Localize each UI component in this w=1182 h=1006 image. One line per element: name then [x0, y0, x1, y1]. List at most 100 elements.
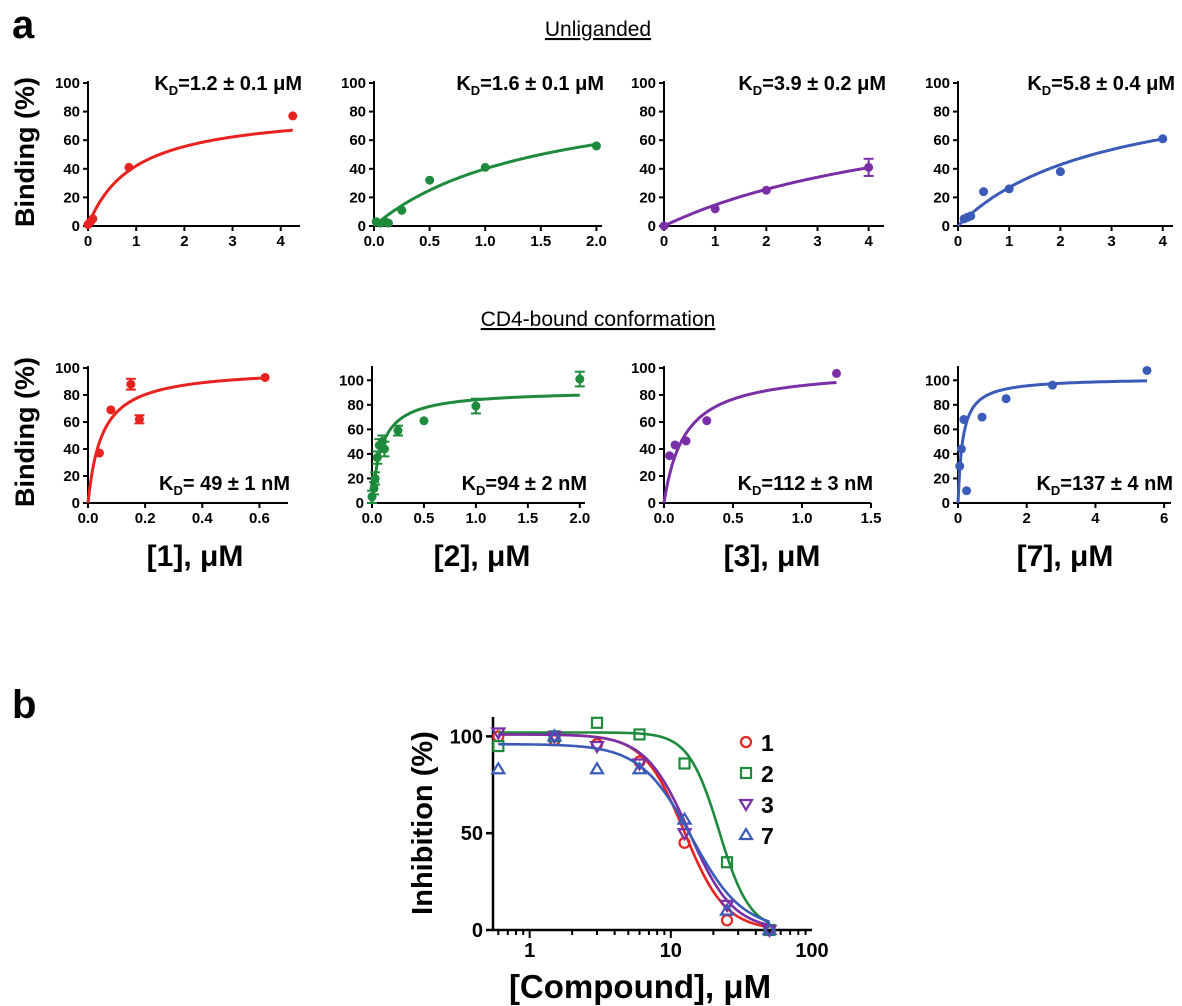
data-point — [397, 205, 407, 215]
y-tick-label: 60 — [347, 421, 364, 438]
x-tick-label: 0.0 — [362, 510, 383, 527]
kd-annotation: KD=112 ± 3 nM — [738, 473, 873, 498]
y-tick-label: 20 — [639, 189, 656, 206]
legend-marker-1 — [739, 735, 753, 749]
y-tick-label: 100 — [55, 75, 80, 92]
data-point — [370, 473, 380, 483]
inhibition-y-tick-label: 0 — [472, 920, 483, 942]
y-tick-label: 80 — [349, 104, 366, 121]
data-point — [955, 461, 965, 471]
inhibition-point-7 — [761, 921, 778, 936]
y-tick-label: 0 — [72, 495, 80, 512]
data-point — [1004, 184, 1014, 194]
inhibition-ylabel: Inhibition (%) — [407, 731, 439, 915]
fit-curve — [663, 166, 869, 228]
x-tick-label: 1.5 — [517, 510, 538, 527]
x-tick-label: 0 — [660, 233, 668, 250]
data-point — [670, 440, 680, 450]
data-point — [260, 372, 270, 382]
x-tick-label: 2 — [762, 233, 770, 250]
y-tick-label: 60 — [639, 414, 656, 431]
kd-annotation: KD=1.6 ± 0.1 μM — [456, 73, 604, 98]
x-tick-label: 0.5 — [419, 233, 440, 250]
y-tick-label: 0 — [648, 495, 656, 512]
data-point — [659, 221, 669, 231]
kd-value: =5.8 ± 0.4 μM — [1051, 73, 1175, 95]
kd-prefix: K — [1027, 73, 1042, 95]
x-tick-label: 6 — [1160, 510, 1168, 527]
y-tick-label: 80 — [933, 397, 950, 414]
legend-label-3: 3 — [761, 792, 774, 818]
kd-subscript: D — [471, 83, 480, 98]
x-tick-label: 4 — [1159, 233, 1168, 250]
y-tick-label: 0 — [358, 218, 366, 235]
row1-title: Unliganded — [545, 18, 651, 41]
kd-annotation: KD=3.9 ± 0.2 μM — [738, 73, 886, 98]
inhibition-point-2 — [678, 757, 691, 770]
data-point — [419, 416, 429, 426]
legend-label-2: 2 — [761, 761, 774, 787]
y-tick-label: 20 — [349, 189, 366, 206]
kd-annotation: KD=5.8 ± 0.4 μM — [1027, 73, 1175, 98]
y-tick-label: 80 — [63, 387, 80, 404]
x-tick-label: 2 — [180, 233, 188, 250]
inhibition-point-3 — [676, 828, 693, 842]
inhibition-y-tick-label: 50 — [461, 823, 483, 845]
legend-marker-3 — [738, 798, 754, 813]
inhibition-x-tick-label: 10 — [660, 940, 682, 962]
data-point — [956, 444, 966, 454]
y-tick-label: 60 — [63, 132, 80, 149]
x-tick-label: 1.0 — [475, 233, 496, 250]
data-point — [665, 451, 675, 461]
x-tick-label: 0 — [954, 233, 962, 250]
row2-xlabel-4: [7], μM — [1017, 540, 1114, 573]
data-point — [962, 486, 972, 496]
legend-marker-7 — [738, 826, 754, 841]
inhibition-x-tick-label: 1 — [524, 940, 535, 962]
data-point — [1158, 134, 1168, 144]
y-tick-label: 80 — [639, 104, 656, 121]
y-tick-label: 40 — [349, 161, 366, 178]
y-tick-label: 0 — [648, 218, 656, 235]
data-point — [575, 374, 585, 384]
kd-annotation: KD=1.2 ± 0.1 μM — [154, 73, 302, 98]
inhibition-x-tick-label: 100 — [795, 940, 828, 962]
data-point — [393, 426, 403, 436]
y-tick-label: 20 — [933, 189, 950, 206]
data-point — [288, 111, 298, 121]
y-tick-label: 0 — [72, 218, 80, 235]
kd-subscript: D — [1051, 483, 1060, 498]
inhibition-point-3 — [719, 899, 735, 913]
kd-annotation: KD=94 ± 2 nM — [462, 473, 587, 498]
data-point — [134, 414, 144, 424]
data-point — [480, 162, 490, 172]
y-tick-label: 60 — [639, 132, 656, 149]
data-point — [702, 416, 712, 426]
fit-curve — [86, 376, 266, 504]
data-point — [94, 448, 104, 458]
y-tick-label: 40 — [933, 161, 950, 178]
y-tick-label: 60 — [933, 421, 950, 438]
inhibition-point-7 — [676, 811, 693, 825]
y-tick-label: 20 — [347, 470, 364, 487]
x-tick-label: 1.0 — [792, 510, 813, 527]
inhibition-point-2 — [633, 728, 646, 741]
data-point — [1055, 167, 1065, 177]
row2-ylabel: Binding (%) — [10, 357, 40, 507]
data-point — [761, 185, 771, 195]
y-tick-label: 40 — [639, 161, 656, 178]
y-tick-label: 40 — [63, 161, 80, 178]
inhibition-point-2 — [590, 716, 604, 729]
data-point — [369, 483, 379, 493]
x-tick-label: 2.0 — [586, 233, 607, 250]
kd-value: =3.9 ± 0.2 μM — [762, 73, 886, 95]
kd-prefix: K — [462, 473, 477, 495]
data-point — [372, 453, 382, 463]
data-point — [1001, 394, 1011, 404]
row2-title: CD4-bound conformation — [481, 308, 716, 331]
inhibition-fit-curve-3 — [498, 733, 770, 927]
x-tick-label: 0 — [954, 510, 962, 527]
kd-value: = 49 ± 1 nM — [183, 473, 290, 495]
data-point — [126, 379, 136, 389]
